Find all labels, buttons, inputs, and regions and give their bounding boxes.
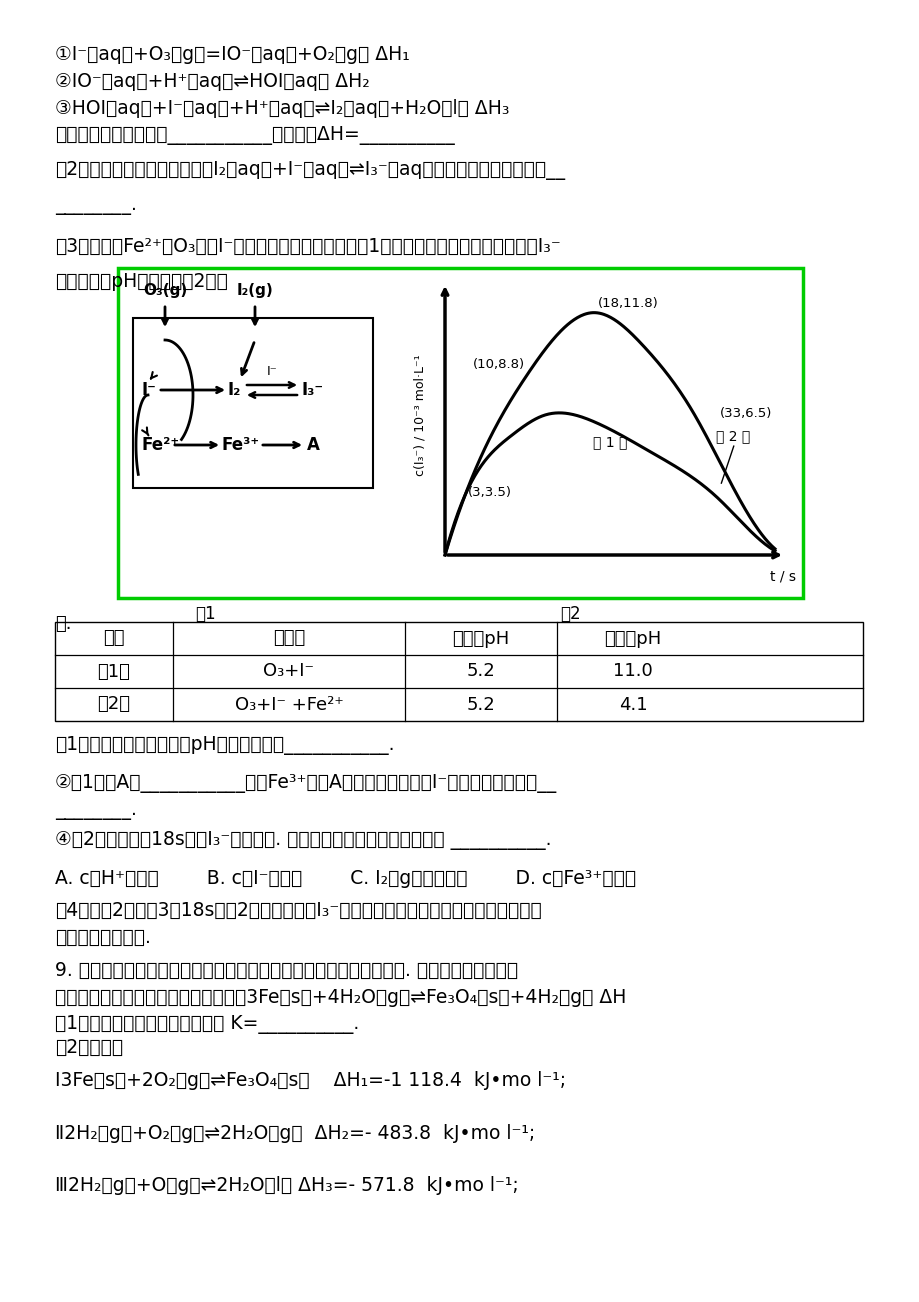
Text: (3,3.5): (3,3.5) <box>467 486 511 499</box>
Text: ③HOI（aq）+I⁻（aq）+H⁺（aq）⇌I₂（aq）+H₂O（l） ΔH₃: ③HOI（aq）+I⁻（aq）+H⁺（aq）⇌I₂（aq）+H₂O（l） ΔH₃ <box>55 99 509 118</box>
Text: I₃⁻: I₃⁻ <box>301 381 323 398</box>
Text: Ⅱ2H₂（g）+O₂（g）⇌2H₂O（g）  ΔH₂=- 483.8  kJ•mo l⁻¹;: Ⅱ2H₂（g）+O₂（g）⇌2H₂O（g） ΔH₂=- 483.8 kJ•mo … <box>55 1124 535 1143</box>
Text: (10,8.8): (10,8.8) <box>473 358 525 371</box>
Text: 总反应的化学方程式为___________，其反应ΔH=__________: 总反应的化学方程式为___________，其反应ΔH=__________ <box>55 126 454 145</box>
Text: 留两位有效数字）.: 留两位有效数字）. <box>55 928 151 947</box>
Text: A. c（H⁺）减小        B. c（I⁻）减小        C. I₂（g）不断生成        D. c（Fe³⁺）增加: A. c（H⁺）减小 B. c（I⁻）减小 C. I₂（g）不断生成 D. c（… <box>55 868 635 888</box>
Text: （2）在溶液中存在化学平衡：I₂（aq）+I⁻（aq）⇌I₃⁻（aq），其平衡常数表达式为__: （2）在溶液中存在化学平衡：I₂（aq）+I⁻（aq）⇌I₃⁻（aq），其平衡常… <box>55 161 564 180</box>
Text: O₃+I⁻ +Fe²⁺: O₃+I⁻ +Fe²⁺ <box>234 695 343 713</box>
Text: I⁻: I⁻ <box>267 365 277 378</box>
Text: (18,11.8): (18,11.8) <box>596 297 657 310</box>
Text: I₂: I₂ <box>228 381 241 398</box>
Text: 第2组: 第2组 <box>97 695 130 713</box>
Text: 合物及其化学反应，如铁与水的反应：3Fe（s）+4H₂O（g）⇌Fe₃O₄（s）+4H₂（g） ΔH: 合物及其化学反应，如铁与水的反应：3Fe（s）+4H₂O（g）⇌Fe₃O₄（s）… <box>55 988 626 1006</box>
Text: O₃+I⁻: O₃+I⁻ <box>263 663 314 681</box>
Text: 编号: 编号 <box>103 629 125 647</box>
Bar <box>133 318 372 488</box>
Text: I⁻: I⁻ <box>142 381 157 398</box>
Text: 第 1 组: 第 1 组 <box>593 435 627 449</box>
Text: 表.: 表. <box>55 615 72 633</box>
Text: （2）已知：: （2）已知： <box>55 1038 123 1057</box>
Text: （3）为探究Fe²⁺对O₃氧化I⁻反应的影响（反应体系如图1），某研究小组测定两组实验中I₃⁻: （3）为探究Fe²⁺对O₃氧化I⁻反应的影响（反应体系如图1），某研究小组测定两… <box>55 237 561 256</box>
Text: O₃(g): O₃(g) <box>142 283 187 298</box>
Text: 9. 鐵元素是重要的金属元素，单质铁在工业和生活中使用得最为广泛. 鐵还有很多重要的化: 9. 鐵元素是重要的金属元素，单质铁在工业和生活中使用得最为广泛. 鐵还有很多重… <box>55 961 517 980</box>
Text: （4）据图2，计算3－18s内第2组实验中生成I₃⁻的平均反应速率（写出计算过程，结果保: （4）据图2，计算3－18s内第2组实验中生成I₃⁻的平均反应速率（写出计算过程… <box>55 901 541 921</box>
Text: t / s: t / s <box>769 570 795 585</box>
Text: Fe³⁺: Fe³⁺ <box>221 436 260 454</box>
Bar <box>118 268 802 598</box>
Text: （1）上述反应的平衡常数表达式 K=__________.: （1）上述反应的平衡常数表达式 K=__________. <box>55 1016 358 1034</box>
Text: 第 2 组: 第 2 组 <box>715 428 749 443</box>
Text: ________.: ________. <box>55 197 137 215</box>
Text: 反应后pH: 反应后pH <box>604 629 661 647</box>
Text: 反应物: 反应物 <box>273 629 305 647</box>
Text: I₂(g): I₂(g) <box>236 283 273 298</box>
Text: 反应前pH: 反应前pH <box>452 629 509 647</box>
Text: 图2: 图2 <box>559 605 580 622</box>
Text: ④第2组实验进行18s后，I₃⁻浓度下降. 导致下降的直接原因有（双选） __________.: ④第2组实验进行18s后，I₃⁻浓度下降. 导致下降的直接原因有（双选） ___… <box>55 831 550 850</box>
Text: c(I₃⁻) / 10⁻³ mol·L⁻¹: c(I₃⁻) / 10⁻³ mol·L⁻¹ <box>413 354 426 475</box>
Bar <box>55 622 862 721</box>
Text: ①I⁻（aq）+O₃（g）=IO⁻（aq）+O₂（g） ΔH₁: ①I⁻（aq）+O₃（g）=IO⁻（aq）+O₂（g） ΔH₁ <box>55 46 409 64</box>
Text: ②图1中的A为___________，由Fe³⁺生成A的过程能显著提高I⁻的转化率，原因是__: ②图1中的A为___________，由Fe³⁺生成A的过程能显著提高I⁻的转化… <box>55 773 557 793</box>
Text: 浓度和体系pH，结果见图2和下: 浓度和体系pH，结果见图2和下 <box>55 272 228 292</box>
Text: Ⅲ2H₂（g）+O（g）⇌2H₂O（l） ΔH₃=- 571.8  kJ•mo l⁻¹;: Ⅲ2H₂（g）+O（g）⇌2H₂O（l） ΔH₃=- 571.8 kJ•mo l… <box>55 1176 518 1195</box>
Text: 11.0: 11.0 <box>612 663 652 681</box>
Text: 图1: 图1 <box>195 605 215 622</box>
Text: ②IO⁻（aq）+H⁺（aq）⇌HOI（aq） ΔH₂: ②IO⁻（aq）+H⁺（aq）⇌HOI（aq） ΔH₂ <box>55 72 369 91</box>
Text: Ⅰ3Fe（s）+2O₂（g）⇌Fe₃O₄（s）    ΔH₁=-1 118.4  kJ•mo l⁻¹;: Ⅰ3Fe（s）+2O₂（g）⇌Fe₃O₄（s） ΔH₁=-1 118.4 kJ•… <box>55 1072 565 1090</box>
Text: 5.2: 5.2 <box>466 695 494 713</box>
Text: 4.1: 4.1 <box>618 695 647 713</box>
Text: (33,6.5): (33,6.5) <box>720 406 772 419</box>
Text: 第1组: 第1组 <box>97 663 130 681</box>
Text: 第1组实验中，导致反应后pH升高的原因是___________.: 第1组实验中，导致反应后pH升高的原因是___________. <box>55 736 394 755</box>
Text: A: A <box>307 436 320 454</box>
Text: ________.: ________. <box>55 801 137 820</box>
Text: 5.2: 5.2 <box>466 663 494 681</box>
Text: Fe²⁺: Fe²⁺ <box>142 436 180 454</box>
